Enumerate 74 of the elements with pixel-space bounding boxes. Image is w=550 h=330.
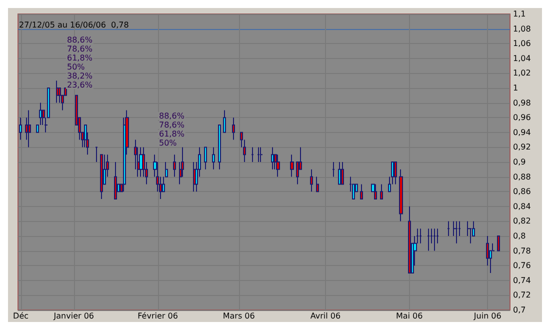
y-tick-label: 1,02: [513, 68, 531, 78]
y-tick-label: 0,9: [513, 158, 526, 166]
candlestick: [399, 168, 403, 222]
y-tick-label: 0,76: [513, 261, 531, 270]
candlestick: [260, 146, 263, 162]
y-tick-label: 0,98: [513, 98, 531, 108]
annotation: 78,6%: [159, 120, 185, 130]
y-tick-label: 0,92: [513, 142, 531, 152]
annotation: 88,6%: [159, 112, 185, 120]
y-tick-label: 0,86: [513, 187, 531, 196]
y-tick-label: 0,74: [513, 276, 531, 285]
candlestick: [251, 146, 254, 162]
annotation: 50%: [67, 62, 86, 72]
candlestick: [427, 228, 430, 252]
y-tick-label: 0,72: [513, 290, 531, 300]
x-tick-label: Janvier 06: [52, 312, 94, 320]
x-tick-label: Février 06: [138, 312, 178, 320]
annotation: 61,8%: [67, 54, 93, 62]
annotation: 61,8%: [159, 130, 185, 138]
candlestick: [19, 117, 22, 140]
annotation: 50%: [159, 138, 178, 148]
y-tick-label: 1: [513, 84, 518, 92]
candlestick: [173, 154, 176, 178]
candlestick: [56, 80, 59, 104]
candlestick: [204, 146, 207, 170]
candlestick: [218, 124, 221, 170]
annotation: 23,6%: [67, 80, 93, 90]
candlestick: [332, 162, 335, 178]
candlestick: [408, 206, 411, 274]
candlestick: [257, 146, 260, 162]
y-tick-label: 0,84: [513, 202, 531, 211]
candlestick: [290, 154, 294, 178]
y-tick-label: 1,06: [513, 39, 531, 48]
x-tick-label: Mars 06: [222, 312, 255, 320]
y-tick-label: 0,82: [513, 216, 531, 226]
x-tick-label: Mai 06: [396, 312, 423, 320]
annotation: 38,2%: [67, 72, 93, 80]
candlestick: [271, 146, 274, 170]
candlestick: [380, 184, 383, 200]
candlestick: [419, 228, 422, 244]
y-tick-label: 1,1: [513, 10, 526, 18]
y-tick-label: 0,88: [513, 172, 531, 182]
candlestick: [114, 162, 117, 200]
candlestick: [433, 228, 436, 252]
candlestick: [223, 110, 226, 133]
y-tick-label: 0,78: [513, 246, 531, 256]
candlestick: [310, 168, 313, 192]
candlestick: [497, 236, 500, 252]
annotation: 78,6%: [67, 44, 93, 54]
y-tick-label: 0,7: [513, 306, 526, 314]
candlestick: [338, 162, 341, 185]
text: 27/12/05 au 16/06/06 0,78: [19, 20, 129, 30]
x-tick-label: Juin 06: [472, 312, 502, 320]
x-tick-label: Avril 06: [310, 312, 341, 320]
y-tick-label: 1,08: [513, 24, 531, 34]
y-tick-label: 0,94: [513, 128, 531, 137]
y-tick-label: 1,04: [513, 54, 531, 63]
candlestick: [212, 146, 215, 170]
y-tick-label: 0,96: [513, 113, 531, 122]
x-tick-label: Déc: [13, 312, 29, 320]
candlestick: [276, 154, 280, 178]
candlestick: [316, 176, 319, 192]
candlestick: [360, 184, 363, 200]
candlestick: [341, 162, 344, 185]
candlestick: [28, 110, 31, 148]
candlestick: [394, 162, 397, 185]
y-tick-label: 0,8: [513, 232, 526, 240]
annotation: 88,6%: [67, 36, 93, 44]
candlestick: [455, 220, 458, 244]
candlestick: [447, 220, 450, 236]
candlestick: [100, 154, 103, 200]
candlestick: [374, 184, 377, 200]
candlestick: [232, 117, 235, 140]
candlestick: [95, 146, 98, 162]
